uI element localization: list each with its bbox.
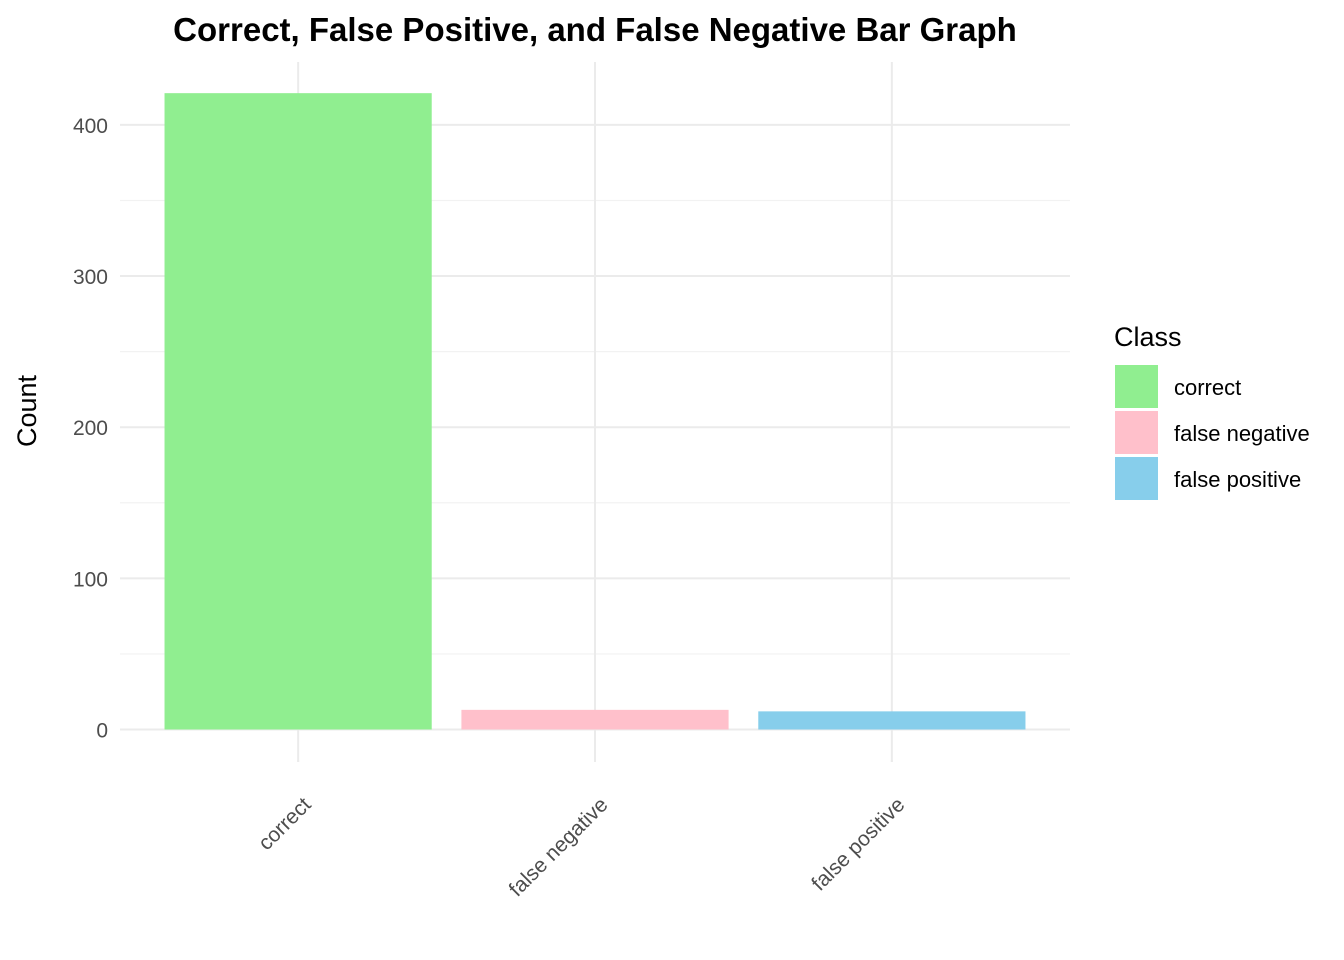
bar-false-negative bbox=[461, 709, 729, 730]
legend: Class correct false negative false positiv… bbox=[1114, 322, 1310, 500]
legend-label: false negative bbox=[1174, 421, 1310, 446]
bar-false-positive bbox=[758, 711, 1026, 730]
legend-swatch-false-positive bbox=[1115, 457, 1158, 500]
x-tick-label: correct bbox=[254, 793, 316, 855]
y-tick-label: 0 bbox=[96, 720, 108, 743]
y-axis-ticks: 0 100 200 300 400 bbox=[73, 115, 108, 743]
bar-correct bbox=[164, 93, 432, 730]
y-tick-label: 200 bbox=[73, 417, 108, 440]
y-axis-label: Count bbox=[12, 374, 42, 447]
x-axis-ticks: correct false negative false positive bbox=[254, 760, 909, 901]
legend-title: Class bbox=[1114, 322, 1182, 352]
y-tick-label: 400 bbox=[73, 115, 108, 138]
bars bbox=[164, 93, 1026, 730]
legend-label: correct bbox=[1174, 375, 1241, 400]
legend-swatch-correct bbox=[1115, 365, 1158, 408]
y-tick-label: 100 bbox=[73, 568, 108, 591]
legend-label: false positive bbox=[1174, 467, 1301, 492]
x-tick-label: false positive bbox=[807, 793, 909, 895]
chart-title: Correct, False Positive, and False Negat… bbox=[173, 11, 1017, 48]
x-tick-label: false negative bbox=[505, 793, 613, 901]
legend-swatch-false-negative bbox=[1115, 411, 1158, 454]
y-tick-label: 300 bbox=[73, 266, 108, 289]
